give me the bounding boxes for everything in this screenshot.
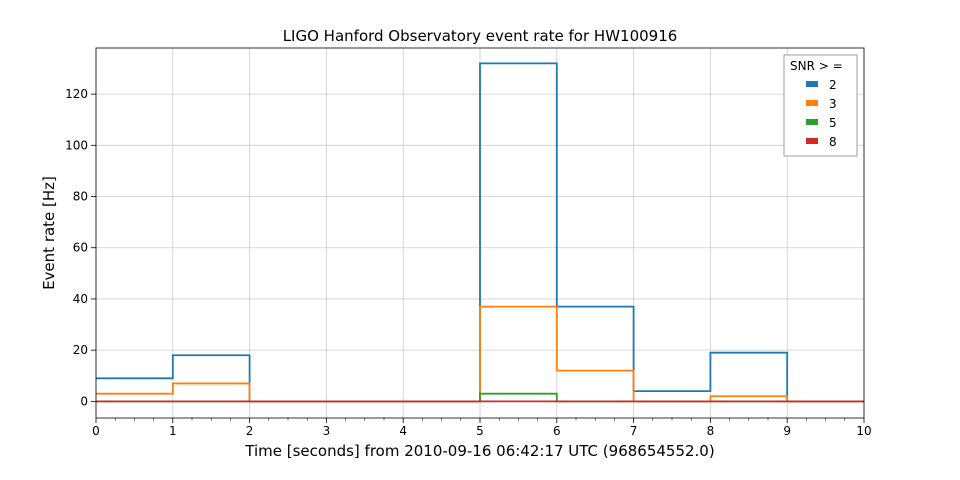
- x-tick-label: 0: [92, 424, 100, 438]
- y-tick-label: 0: [80, 394, 88, 408]
- x-tick-label: 2: [246, 424, 254, 438]
- legend-label-8: 8: [829, 135, 837, 149]
- y-tick-label: 20: [73, 343, 88, 357]
- legend-label-2: 2: [829, 78, 837, 92]
- legend: SNR > = 2 3 5 8: [783, 54, 858, 157]
- legend-label-5: 5: [829, 116, 837, 130]
- legend-box: [783, 54, 858, 157]
- series-layer: [96, 62, 864, 403]
- series-3-line: [96, 305, 864, 403]
- x-tick-label: 5: [476, 424, 484, 438]
- y-tick-label: 40: [73, 292, 88, 306]
- chart-title: LIGO Hanford Observatory event rate for …: [283, 27, 678, 45]
- x-tick-label: 8: [707, 424, 715, 438]
- y-tick-label: 100: [65, 138, 88, 152]
- y-tick-label: 80: [73, 190, 88, 204]
- x-tick-label: 6: [553, 424, 561, 438]
- legend-swatch-3: [806, 100, 818, 106]
- legend-label-3: 3: [829, 97, 837, 111]
- x-axis-label: Time [seconds] from 2010-09-16 06:42:17 …: [244, 442, 714, 460]
- y-tick-label: 120: [65, 87, 88, 101]
- x-tick-label: 9: [783, 424, 791, 438]
- x-tick-label: 3: [323, 424, 331, 438]
- y-tick-label: 60: [73, 241, 88, 255]
- series-2-line: [96, 62, 864, 403]
- x-tick-label: 4: [399, 424, 407, 438]
- legend-swatch-5: [806, 119, 818, 125]
- x-tick-label: 7: [630, 424, 638, 438]
- x-tick-label: 1: [169, 424, 177, 438]
- y-axis-label: Event rate [Hz]: [40, 176, 58, 290]
- legend-swatch-8: [806, 138, 818, 144]
- legend-title: SNR > =: [790, 59, 843, 73]
- legend-swatch-2: [806, 81, 818, 87]
- x-tick-label: 10: [856, 424, 871, 438]
